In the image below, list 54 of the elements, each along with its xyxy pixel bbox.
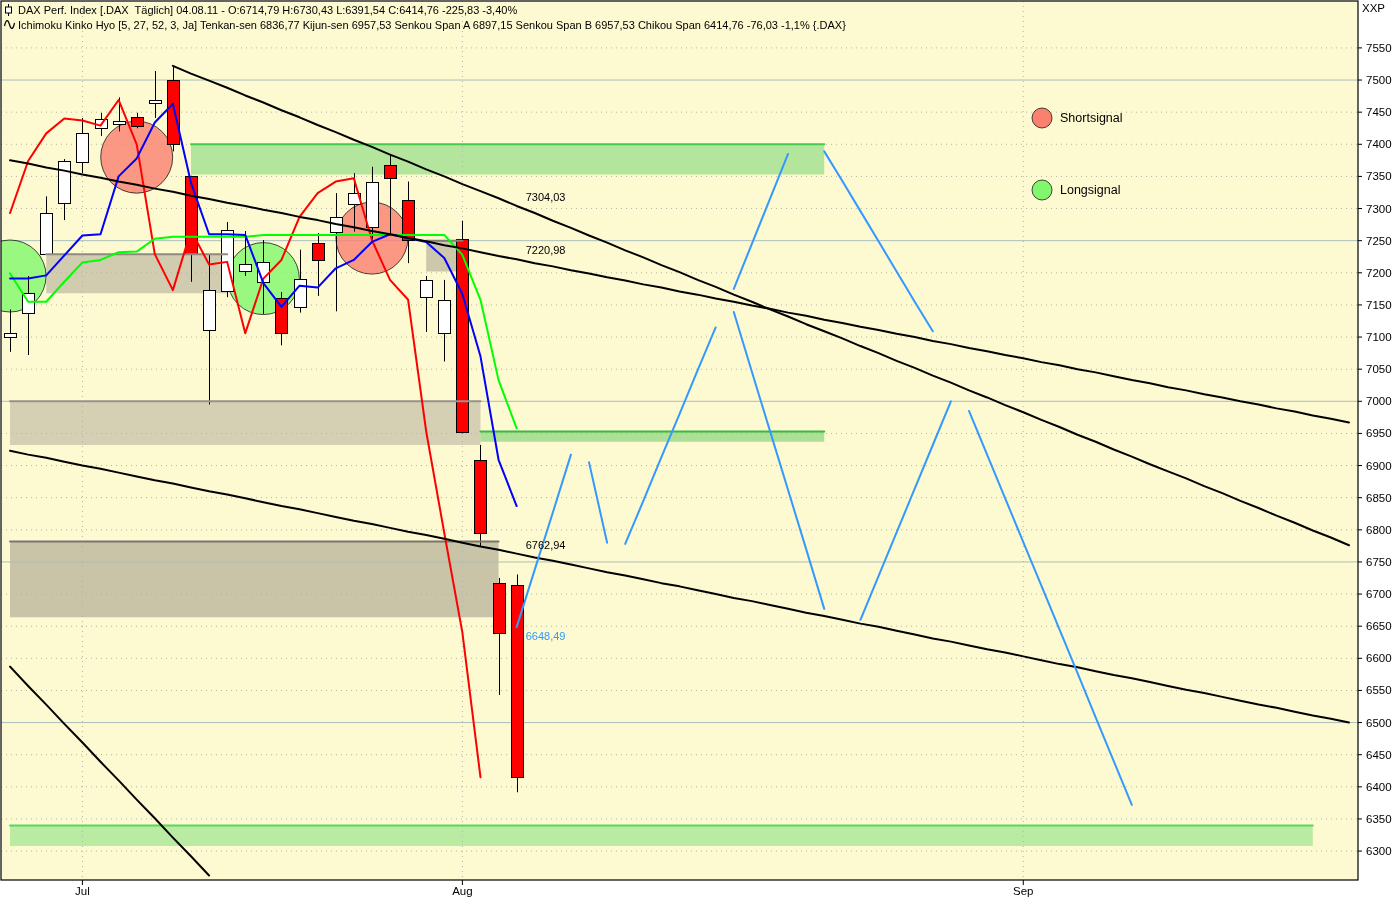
- candlestick: [113, 96, 126, 132]
- y-tick-label: 7350: [1366, 170, 1392, 183]
- y-tick-label: 7100: [1366, 331, 1392, 344]
- text: Ichimoku Kinko Hyo [5, 27, 52, 3, Ja] Tenkan-sen 6836,77 Kijun-sen 6957,53 Senkou Span A 6897,15 Senkou Span B 6957,53 Chikou Span 6414,76 -76,03 -1,1% {.DAX}: [18, 19, 847, 31]
- y-tick-label: 6350: [1366, 812, 1392, 825]
- y-tick-label: 7150: [1366, 298, 1392, 311]
- x-tick-label: Aug: [452, 885, 473, 897]
- y-tick-label: 6450: [1366, 748, 1392, 761]
- line-series: [9, 665, 211, 877]
- y-tick-label: 7550: [1366, 41, 1392, 54]
- line-series: [732, 310, 826, 610]
- line-series: [967, 409, 1133, 806]
- y-tick-label: 6850: [1366, 491, 1392, 504]
- line-series: [515, 453, 572, 629]
- legend-label: Longsignal: [1060, 183, 1121, 198]
- y-tick-label: 6700: [1366, 588, 1392, 601]
- line-series: [823, 150, 934, 333]
- y-tick-label: 6500: [1366, 716, 1392, 729]
- y-tick-label: 7050: [1366, 363, 1392, 376]
- y-tick-label: 6300: [1366, 845, 1392, 858]
- y-tick-label: 6600: [1366, 652, 1392, 665]
- y-tick-label: 6800: [1366, 523, 1392, 536]
- y-tick-label: 6550: [1366, 684, 1392, 697]
- y-tick-label: 6750: [1366, 555, 1392, 568]
- y-tick-label: 6950: [1366, 427, 1392, 440]
- y-tick-label: 7400: [1366, 138, 1392, 151]
- line-series: [9, 449, 1350, 724]
- candlestick: [420, 275, 433, 333]
- y-tick-label: 7300: [1366, 202, 1392, 215]
- candlestick: [312, 232, 325, 297]
- line-series: [732, 152, 790, 290]
- data-label: 6648,49: [525, 630, 566, 643]
- candlestick: [149, 70, 162, 119]
- line-series: [9, 98, 482, 779]
- data-label: 7220,98: [525, 244, 566, 257]
- y-tick-label: 7450: [1366, 106, 1392, 119]
- candlestick: [4, 308, 17, 353]
- legend-label: Shortsignal: [1060, 111, 1123, 126]
- line-series: [859, 400, 952, 621]
- x-tick-label: Sep: [1013, 885, 1034, 897]
- y-tick-label: 6900: [1366, 459, 1392, 472]
- y-tick-label: 7500: [1366, 74, 1392, 87]
- candlestick: [239, 230, 252, 277]
- line-series: [9, 102, 518, 508]
- chart-title: DAX Perf. Index [.DAX Täglich] 04.08.11 - O:6714,79 H:6730,43 L:6391,54 C:6414,76 -225,83 -3,40%: [18, 4, 518, 16]
- data-label: 7304,03: [525, 190, 566, 203]
- y-tick-label: 6650: [1366, 620, 1392, 633]
- y-tick-label: 7000: [1366, 395, 1392, 408]
- y-tick-label: 7250: [1366, 234, 1392, 247]
- x-tick-label: Jul: [75, 885, 90, 897]
- y-tick-label: 6400: [1366, 780, 1392, 793]
- y-tick-label: 7200: [1366, 266, 1392, 279]
- line-series: [624, 326, 717, 545]
- y-axis-title: XXP: [1362, 2, 1386, 14]
